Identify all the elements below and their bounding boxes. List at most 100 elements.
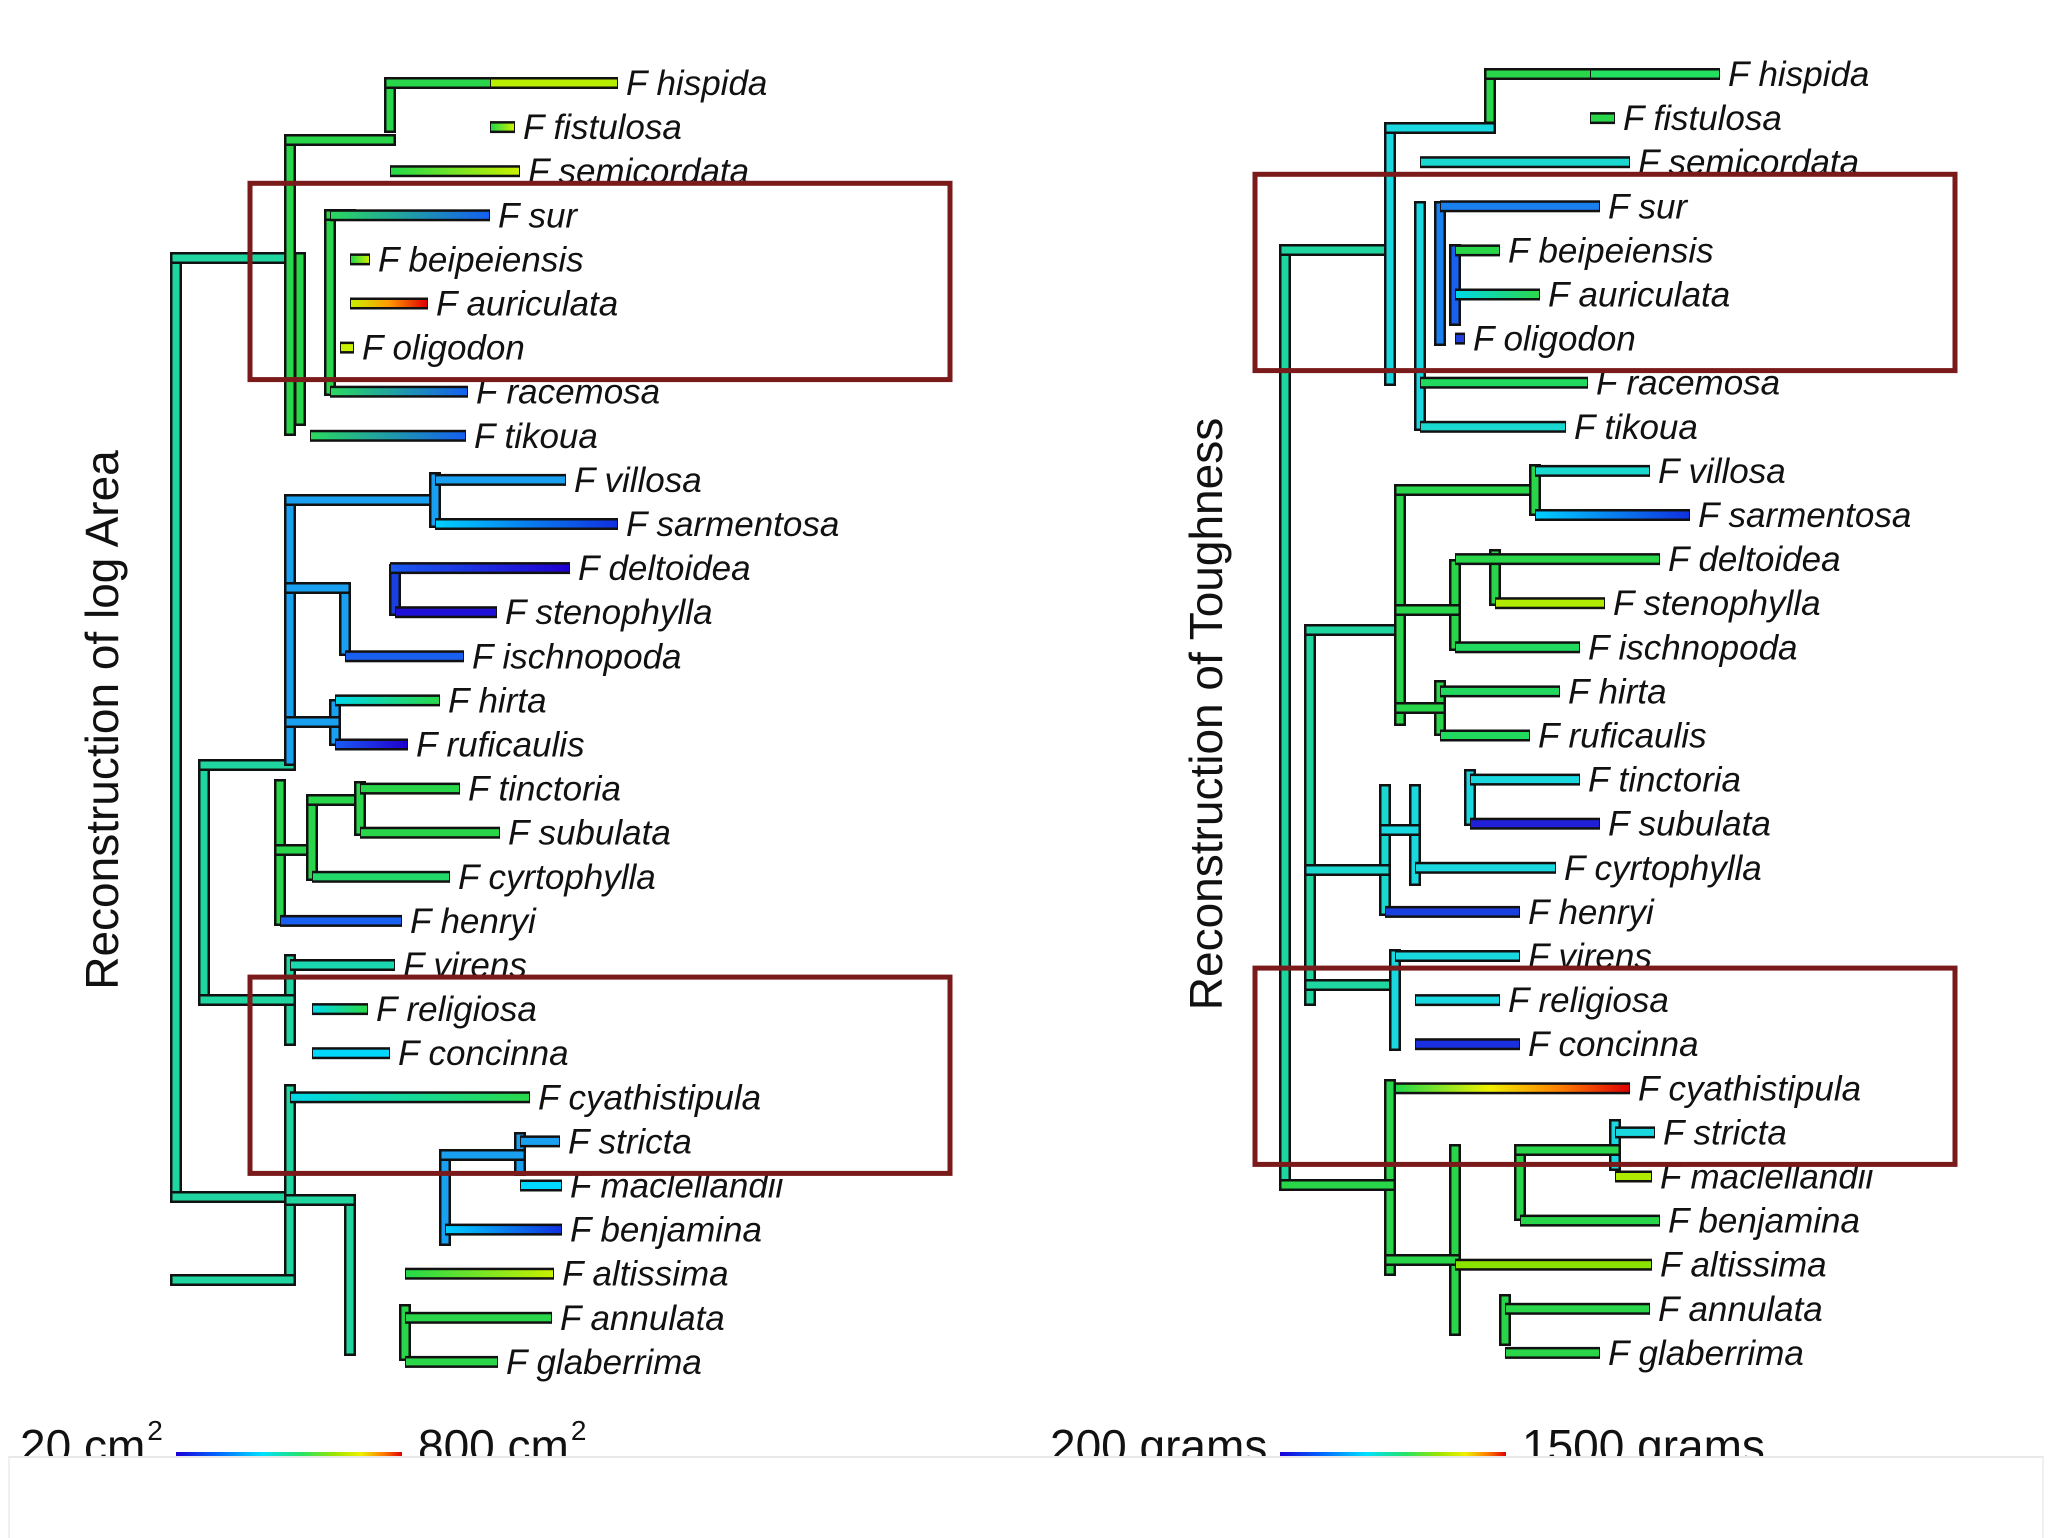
taxon-label-f-oligodon: F oligodon bbox=[1473, 320, 1636, 359]
tip-branch bbox=[520, 1135, 560, 1148]
taxon-label-f-tinctoria: F tinctoria bbox=[1588, 761, 1741, 800]
taxon-label-f-hispida: F hispida bbox=[626, 64, 767, 103]
taxon-label-f-concinna: F concinna bbox=[1528, 1025, 1699, 1064]
tip-branch bbox=[1420, 420, 1566, 433]
tip-branch bbox=[312, 870, 450, 883]
taxon-label-f-concinna: F concinna bbox=[398, 1034, 569, 1073]
taxon-label-f-cyathistipula: F cyathistipula bbox=[538, 1078, 761, 1117]
taxon-label-f-deltoidea: F deltoidea bbox=[578, 549, 751, 588]
tip-branch bbox=[1615, 1126, 1655, 1139]
legend-max-superscript: 2 bbox=[571, 1415, 587, 1446]
tip-branch bbox=[395, 606, 497, 619]
taxon-label-f-sur: F sur bbox=[1608, 187, 1688, 226]
taxon-label-f-religiosa: F religiosa bbox=[376, 990, 537, 1029]
taxon-label-f-tinctoria: F tinctoria bbox=[468, 770, 621, 809]
taxon-label-f-villosa: F villosa bbox=[1658, 452, 1786, 491]
bottom-strip bbox=[8, 1456, 2044, 1538]
highlight-box-2 bbox=[1252, 965, 1958, 1167]
tip-branch bbox=[490, 77, 618, 89]
tip-branch bbox=[350, 253, 370, 266]
taxon-label-f-auriculata: F auriculata bbox=[436, 285, 618, 324]
taxon-label-f-sarmentosa: F sarmentosa bbox=[1698, 496, 1911, 535]
tip-branch bbox=[1395, 1082, 1630, 1095]
taxon-label-f-altissima: F altissima bbox=[562, 1255, 729, 1294]
taxon-label-f-sarmentosa: F sarmentosa bbox=[626, 505, 839, 544]
taxon-label-f-subulata: F subulata bbox=[508, 814, 671, 853]
taxon-label-f-hirta: F hirta bbox=[1568, 672, 1667, 711]
tip-branch bbox=[360, 782, 460, 795]
tip-branch bbox=[1520, 1214, 1660, 1227]
tip-branch bbox=[1455, 641, 1580, 654]
tip-branch bbox=[1420, 156, 1630, 169]
highlight-box-2 bbox=[247, 974, 953, 1176]
tip-branch bbox=[1385, 905, 1520, 918]
tip-branch bbox=[1455, 288, 1540, 301]
taxon-label-f-stenophylla: F stenophylla bbox=[505, 593, 713, 632]
taxon-label-f-glaberrima: F glaberrima bbox=[506, 1343, 702, 1382]
panel-left: Reconstruction of log Area F hispida F fis… bbox=[20, 64, 953, 1472]
tip-branch bbox=[1535, 464, 1650, 477]
tip-branch bbox=[1590, 112, 1615, 125]
taxon-label-f-religiosa: F religiosa bbox=[1508, 981, 1669, 1020]
tip-branch bbox=[490, 121, 515, 134]
tip-branch bbox=[405, 1267, 554, 1280]
tip-branch bbox=[290, 1091, 530, 1104]
tip-branch bbox=[1395, 950, 1520, 962]
taxon-label-f-glaberrima: F glaberrima bbox=[1608, 1334, 1804, 1373]
tip-branch bbox=[445, 1223, 562, 1236]
tip-branch bbox=[1440, 200, 1600, 213]
tip-branch bbox=[335, 694, 440, 707]
tip-branch bbox=[330, 385, 468, 398]
taxon-label-f-altissima: F altissima bbox=[1660, 1246, 1827, 1285]
taxon-label-f-ruficaulis: F ruficaulis bbox=[416, 726, 585, 765]
taxon-label-f-annulata: F annulata bbox=[560, 1299, 725, 1338]
axis-title: Reconstruction of Toughness bbox=[1180, 418, 1232, 1010]
taxon-label-f-tikoua: F tikoua bbox=[1574, 408, 1698, 447]
tip-branch bbox=[310, 429, 466, 442]
tip-branch bbox=[405, 1355, 498, 1368]
tip-branch bbox=[1505, 1346, 1600, 1359]
tip-branch bbox=[435, 473, 566, 486]
tip-branch bbox=[390, 562, 570, 575]
legend-min-superscript: 2 bbox=[147, 1415, 163, 1446]
tip-branch bbox=[1440, 729, 1530, 742]
taxon-label-f-tikoua: F tikoua bbox=[474, 417, 598, 456]
taxon-label-f-henryi: F henryi bbox=[410, 902, 537, 941]
taxon-label-f-ischnopoda: F ischnopoda bbox=[1588, 628, 1798, 667]
tip-branch bbox=[1440, 685, 1560, 698]
tip-branch bbox=[345, 650, 464, 663]
taxon-label-f-annulata: F annulata bbox=[1658, 1290, 1823, 1329]
taxon-label-f-oligodon: F oligodon bbox=[362, 329, 525, 368]
tip-branch bbox=[312, 1003, 368, 1016]
taxon-label-f-beipeiensis: F beipeiensis bbox=[1508, 231, 1714, 270]
taxon-label-f-henryi: F henryi bbox=[1528, 893, 1655, 932]
highlight-box-1 bbox=[247, 180, 953, 383]
taxon-label-f-cyrtophylla: F cyrtophylla bbox=[1564, 849, 1762, 888]
highlight-box-1 bbox=[1252, 171, 1958, 374]
tip-branch bbox=[1415, 1038, 1520, 1051]
tip-branch bbox=[1470, 817, 1600, 830]
tip-branch bbox=[435, 518, 618, 530]
taxon-label-f-fistulosa: F fistulosa bbox=[523, 108, 682, 147]
taxon-label-f-villosa: F villosa bbox=[574, 461, 702, 500]
taxon-label-f-sur: F sur bbox=[498, 196, 578, 235]
tip-branch bbox=[360, 826, 500, 839]
tip-branch bbox=[1455, 553, 1660, 566]
tip-branch bbox=[1415, 861, 1556, 874]
taxon-label-f-deltoidea: F deltoidea bbox=[1668, 540, 1841, 579]
taxon-label-f-benjamina: F benjamina bbox=[570, 1211, 762, 1250]
tip-branch bbox=[1470, 773, 1580, 786]
taxon-label-f-cyathistipula: F cyathistipula bbox=[1638, 1069, 1861, 1108]
axis-title: Reconstruction of log Area bbox=[76, 450, 128, 990]
taxon-label-f-benjamina: F benjamina bbox=[1668, 1202, 1860, 1241]
taxon-label-f-auriculata: F auriculata bbox=[1548, 276, 1730, 315]
taxon-label-f-hirta: F hirta bbox=[448, 681, 547, 720]
taxon-label-f-stenophylla: F stenophylla bbox=[1613, 584, 1821, 623]
tip-branch bbox=[405, 1311, 552, 1324]
tip-branch bbox=[1495, 597, 1605, 610]
tip-branch bbox=[1590, 68, 1720, 80]
tip-branch bbox=[390, 165, 520, 178]
tip-branch bbox=[312, 1047, 390, 1060]
taxon-label-f-hispida: F hispida bbox=[1728, 55, 1869, 94]
